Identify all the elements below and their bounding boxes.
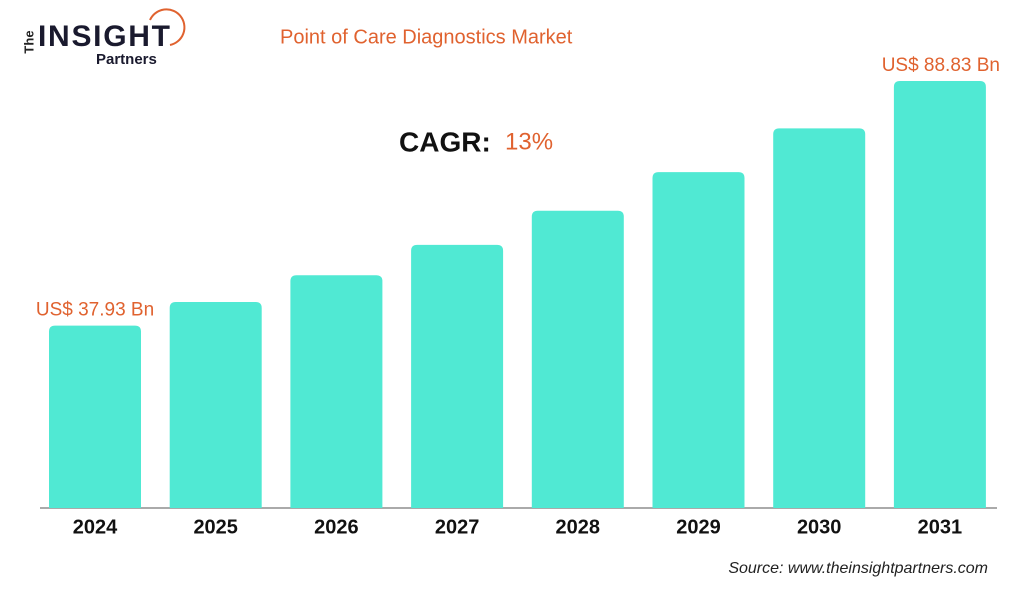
bar bbox=[411, 244, 504, 508]
logo: The INSIGHT Partners bbox=[21, 8, 186, 68]
x-tick-label: 2026 bbox=[314, 516, 359, 538]
value-label: US$ 88.83 Bn bbox=[882, 55, 1000, 76]
cagr-value: 13% bbox=[505, 128, 553, 155]
value-label: US$ 37.93 Bn bbox=[36, 300, 154, 321]
logo-partners: Partners bbox=[96, 51, 157, 68]
x-tick-label: 2024 bbox=[73, 516, 118, 538]
x-tick-label: 2031 bbox=[918, 516, 963, 538]
bar bbox=[169, 301, 262, 508]
x-tick-label: 2029 bbox=[676, 516, 721, 538]
x-tick-label: 2025 bbox=[193, 516, 238, 538]
bar bbox=[290, 275, 383, 508]
bar bbox=[531, 210, 624, 508]
x-tick-label: 2030 bbox=[797, 516, 842, 538]
x-tick-label: 2027 bbox=[435, 516, 480, 538]
bar bbox=[49, 325, 141, 508]
chart-title: Point of Care Diagnostics Market bbox=[280, 26, 573, 48]
source: Source: www.theinsightpartners.com bbox=[728, 560, 988, 577]
cagr-label: CAGR: bbox=[399, 126, 491, 157]
bar bbox=[652, 172, 745, 508]
logo-insight: INSIGHT bbox=[38, 20, 170, 53]
bar bbox=[893, 81, 986, 508]
x-tick-label: 2028 bbox=[556, 516, 601, 538]
logo-the: The bbox=[21, 30, 36, 53]
bar bbox=[773, 128, 866, 509]
logo-arc bbox=[149, 8, 186, 46]
